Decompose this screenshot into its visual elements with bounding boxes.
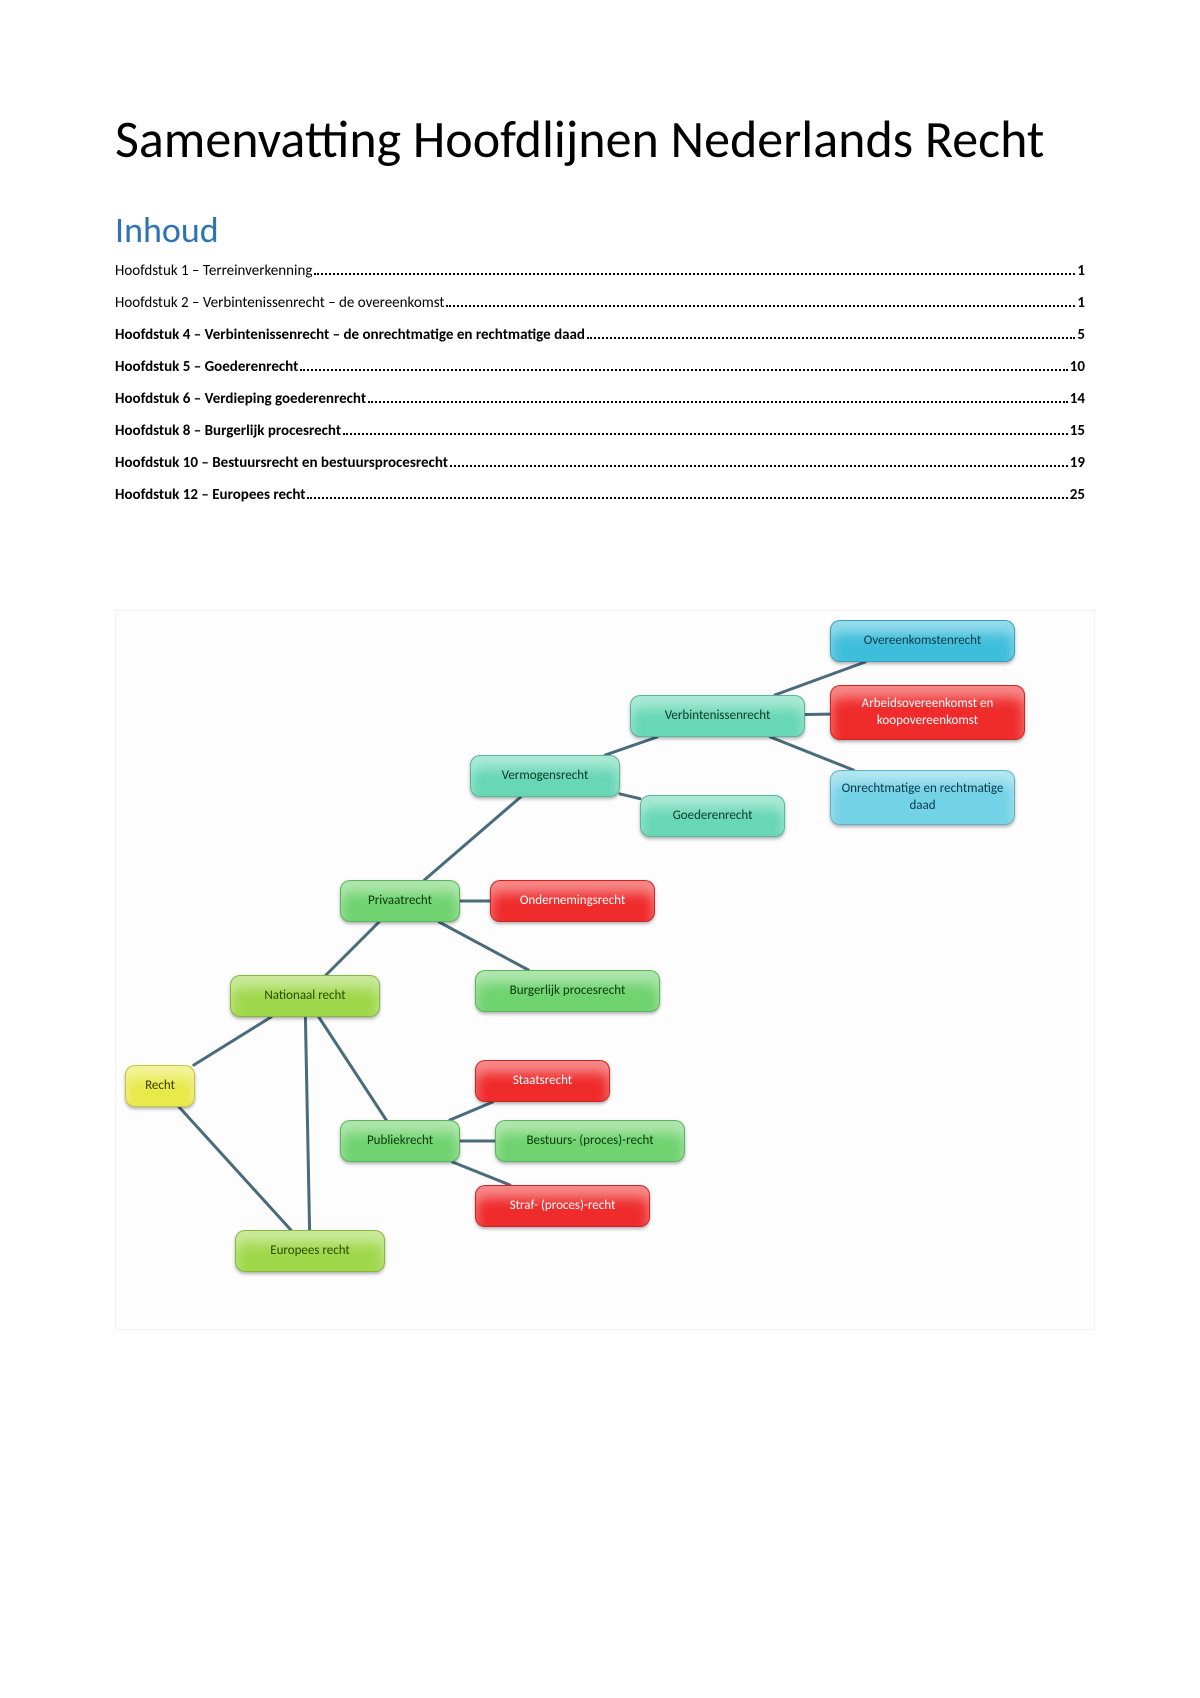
toc-page-number: 19 bbox=[1070, 454, 1085, 472]
diagram-node-verbintenis: Verbintenissenrecht bbox=[630, 695, 805, 737]
diagram-node-overeenk: Overeenkomstenrecht bbox=[830, 620, 1015, 662]
toc-leader-dots bbox=[446, 305, 1075, 307]
toc-label: Hoofdstuk 10 – Bestuursrecht en bestuurs… bbox=[115, 454, 448, 472]
toc-label: Hoofdstuk 4 – Verbintenissenrecht – de o… bbox=[115, 326, 585, 344]
toc-leader-dots bbox=[587, 337, 1075, 339]
toc-heading: Inhoud bbox=[115, 208, 1085, 252]
diagram-node-europees: Europees recht bbox=[235, 1230, 385, 1272]
toc-page-number: 15 bbox=[1070, 422, 1085, 440]
table-of-contents: Hoofdstuk 1 – Terreinverkenning1Hoofdstu… bbox=[115, 262, 1085, 504]
diagram-node-bestuurs: Bestuurs- (proces)-recht bbox=[495, 1120, 685, 1162]
toc-label: Hoofdstuk 6 – Verdieping goederenrecht bbox=[115, 390, 366, 408]
toc-page-number: 25 bbox=[1070, 486, 1085, 504]
diagram-node-arbeids: Arbeidsovereenkomst en koopovereenkomst bbox=[830, 685, 1025, 740]
toc-leader-dots bbox=[450, 465, 1068, 467]
page-title: Samenvatting Hoofdlijnen Nederlands Rech… bbox=[115, 110, 1085, 170]
toc-row[interactable]: Hoofdstuk 8 – Burgerlijk procesrecht 15 bbox=[115, 422, 1085, 440]
toc-leader-dots bbox=[300, 369, 1068, 371]
diagram-node-staats: Staatsrecht bbox=[475, 1060, 610, 1102]
diagram-node-onrecht: Onrechtmatige en rechtmatige daad bbox=[830, 770, 1015, 825]
toc-label: Hoofdstuk 2 – Verbintenissenrecht – de o… bbox=[115, 294, 444, 312]
toc-row[interactable]: Hoofdstuk 1 – Terreinverkenning 1 bbox=[115, 262, 1085, 280]
toc-page-number: 14 bbox=[1070, 390, 1085, 408]
toc-label: Hoofdstuk 1 – Terreinverkenning bbox=[115, 262, 312, 280]
diagram-node-publiek: Publiekrecht bbox=[340, 1120, 460, 1162]
toc-row[interactable]: Hoofdstuk 10 – Bestuursrecht en bestuurs… bbox=[115, 454, 1085, 472]
toc-row[interactable]: Hoofdstuk 4 – Verbintenissenrecht – de o… bbox=[115, 326, 1085, 344]
toc-leader-dots bbox=[307, 497, 1067, 499]
diagram-node-burgproces: Burgerlijk procesrecht bbox=[475, 970, 660, 1012]
diagram-node-vermogens: Vermogensrecht bbox=[470, 755, 620, 797]
toc-row[interactable]: Hoofdstuk 12 – Europees recht 25 bbox=[115, 486, 1085, 504]
toc-label: Hoofdstuk 12 – Europees recht bbox=[115, 486, 305, 504]
toc-page-number: 1 bbox=[1077, 262, 1085, 280]
toc-label: Hoofdstuk 8 – Burgerlijk procesrecht bbox=[115, 422, 341, 440]
diagram-node-straf: Straf- (proces)-recht bbox=[475, 1185, 650, 1227]
toc-label: Hoofdstuk 5 – Goederenrecht bbox=[115, 358, 298, 376]
toc-page-number: 10 bbox=[1070, 358, 1085, 376]
toc-page-number: 5 bbox=[1077, 326, 1085, 344]
diagram-node-nationaal: Nationaal recht bbox=[230, 975, 380, 1017]
toc-leader-dots bbox=[368, 401, 1068, 403]
diagram-node-ondernemings: Ondernemingsrecht bbox=[490, 880, 655, 922]
toc-leader-dots bbox=[314, 273, 1075, 275]
toc-row[interactable]: Hoofdstuk 6 – Verdieping goederenrecht 14 bbox=[115, 390, 1085, 408]
toc-row[interactable]: Hoofdstuk 5 – Goederenrecht 10 bbox=[115, 358, 1085, 376]
diagram-node-privaat: Privaatrecht bbox=[340, 880, 460, 922]
toc-page-number: 1 bbox=[1077, 294, 1085, 312]
toc-leader-dots bbox=[343, 433, 1068, 435]
concept-diagram: Recht Nationaal recht Europees recht Privaa… bbox=[115, 610, 1095, 1330]
toc-row[interactable]: Hoofdstuk 2 – Verbintenissenrecht – de o… bbox=[115, 294, 1085, 312]
diagram-node-goederen: Goederenrecht bbox=[640, 795, 785, 837]
diagram-node-recht: Recht bbox=[125, 1065, 195, 1107]
